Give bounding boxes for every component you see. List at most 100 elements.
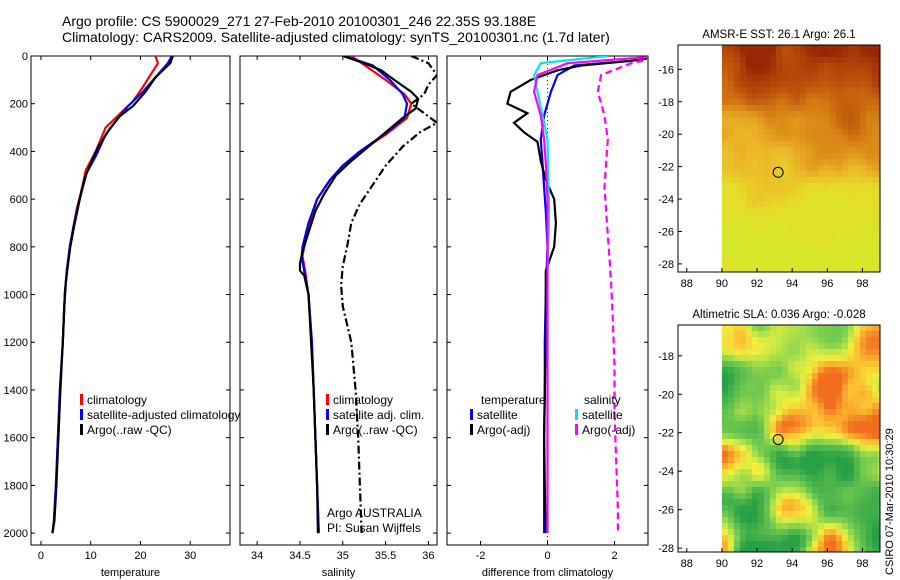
sst-map-cell (811, 159, 819, 166)
sla-map-cell (817, 469, 825, 476)
sla-map-cell (847, 343, 855, 350)
sst-map-cell (775, 189, 783, 196)
sla-map-cell (727, 547, 735, 553)
sst-map-cell (823, 177, 831, 184)
sst-map-cell (733, 201, 741, 208)
sst-map-cell (847, 153, 855, 160)
sla-map-cell (817, 379, 825, 386)
sst-map-cell (739, 207, 747, 214)
sst-map-cell (757, 267, 765, 273)
sla-map-cell (799, 337, 807, 344)
sst-map-cell (739, 57, 747, 64)
sst-map-cell (817, 207, 825, 214)
sst-map-cell (877, 171, 881, 178)
sla-map-cell (835, 469, 843, 476)
sst-map-cell (793, 213, 801, 220)
sst-map-cell (757, 87, 765, 94)
sst-map-cell (763, 93, 771, 100)
sst-map-cell (841, 117, 849, 124)
sla-map-cell (787, 433, 795, 440)
sla-map-cell (763, 343, 771, 350)
sla-map-cell (799, 541, 807, 548)
temperature-xtick-label: 20 (134, 550, 146, 562)
sst-map-cell (793, 81, 801, 88)
sst-map-cell (739, 183, 747, 190)
sst-map-cell (721, 201, 729, 208)
sla-map-cell (781, 421, 789, 428)
sla-map-cell (829, 469, 837, 476)
sla-map-cell (751, 427, 759, 434)
sst-map-cell (781, 117, 789, 124)
sla-map-cell (733, 439, 741, 446)
sst-map-cell (733, 111, 741, 118)
sla-map-cell (865, 475, 873, 482)
sst-map-cell (733, 57, 741, 64)
sla-map-cell (853, 367, 861, 374)
sla-map-cell (841, 415, 849, 422)
sla-map-cell (817, 451, 825, 458)
sla-map-cell (823, 427, 831, 434)
sla-map-cell (751, 469, 759, 476)
sla-map-cell (811, 391, 819, 398)
sst-map-cell (763, 105, 771, 112)
sla-map-cell (817, 457, 825, 464)
sla-map-cell (751, 445, 759, 452)
sst-map-cell (865, 159, 873, 166)
sst-map-cell (865, 171, 873, 178)
sst-map-cell (811, 261, 819, 268)
sla-map-cell (865, 373, 873, 380)
sst-map-cell (829, 153, 837, 160)
sst-map-cell (829, 207, 837, 214)
sst-map-cell (847, 237, 855, 244)
sla-map-cell (775, 439, 783, 446)
sst-map-cell (733, 51, 741, 58)
sla-map-cell (745, 403, 753, 410)
sst-map-xtick-label: 96 (821, 278, 833, 290)
sla-map-cell (799, 367, 807, 374)
sst-map-cell (757, 45, 765, 52)
sla-map-cell (871, 427, 879, 434)
sla-map-cell (841, 403, 849, 410)
sst-map-cell (877, 195, 881, 202)
sst-map-cell (739, 51, 747, 58)
sla-map-cell (769, 367, 777, 374)
sla-map-cell (877, 379, 881, 386)
sla-map-cell (769, 349, 777, 356)
sst-map-cell (871, 219, 879, 226)
sst-map-cell (829, 189, 837, 196)
salinity-xtick-label: 34.5 (289, 550, 310, 562)
sla-map-cell (817, 367, 825, 374)
sst-map-cell (739, 189, 747, 196)
sst-map-cell (823, 153, 831, 160)
sst-map-xtick-label: 88 (681, 278, 693, 290)
sst-map-cell (877, 99, 881, 106)
sla-map-title: Altimetric SLA: 0.036 Argo: -0.028 (692, 309, 865, 321)
sst-map-cell (781, 219, 789, 226)
sst-map-cell (781, 237, 789, 244)
sst-map-cell (829, 141, 837, 148)
sla-map-cell (859, 421, 867, 428)
sst-map-cell (721, 141, 729, 148)
sst-map-cell (865, 147, 873, 154)
sla-map-cell (775, 343, 783, 350)
sst-map-cell (799, 171, 807, 178)
sla-map-cell (871, 505, 879, 512)
sla-map-cell (733, 463, 741, 470)
sla-map-cell (781, 505, 789, 512)
sst-map-cell (835, 45, 843, 52)
sla-map-cell (859, 337, 867, 344)
sst-map-cell (739, 129, 747, 136)
temperature-legend-item-label: satellite-adjusted climatology (87, 408, 240, 422)
sla-map-cell (877, 373, 881, 380)
sst-map-cell (859, 243, 867, 250)
sla-map-cell (727, 493, 735, 500)
sla-map-cell (829, 529, 837, 536)
sst-map-cell (811, 201, 819, 208)
sst-map-cell (727, 225, 735, 232)
sla-map-cell (865, 337, 873, 344)
sst-map-cell (781, 129, 789, 136)
sla-map-cell (877, 475, 881, 482)
sst-map-cell (847, 201, 855, 208)
temperature-chart: 0 10 20 30020040060080010001200140016001800… (4, 51, 241, 579)
sla-map-cell (769, 475, 777, 482)
